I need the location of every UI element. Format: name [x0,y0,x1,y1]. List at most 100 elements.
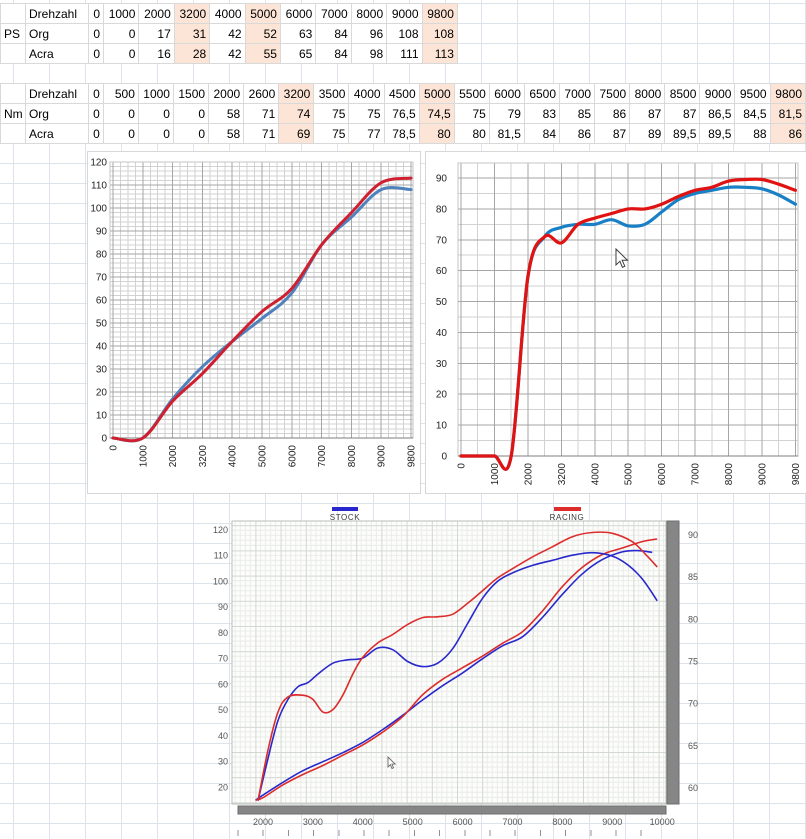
ps-table[interactable]: Drehzahl 0 1000 2000 3200 4000 5000 6000 7000 800… [0,3,458,64]
row-group-cell[interactable] [0,3,26,24]
value-cell[interactable]: 108 [421,23,458,44]
row-group-cell[interactable]: PS [0,23,26,44]
series-label-cell[interactable]: Org [25,23,89,44]
series-label-cell[interactable]: Acra [25,43,89,64]
value-cell[interactable]: 4500 [383,83,420,104]
dyno-chart-image[interactable]: 20 30 40 50 60 70 80 90 100 110 120 60 65 70 75 80 85 90 2… [205,500,710,839]
value-cell[interactable]: 0 [137,103,174,124]
row-group-cell[interactable] [0,83,26,104]
value-cell[interactable]: 0 [102,23,140,44]
series-label-cell[interactable]: Acra [24,123,89,144]
series-line-acra[interactable] [111,176,413,443]
value-cell[interactable]: 89,5 [699,123,736,144]
value-cell[interactable]: 9500 [734,83,771,104]
value-cell[interactable]: 0 [88,23,104,44]
dyno-series-racing-nm[interactable] [257,531,658,801]
series-label-cell[interactable]: Org [24,103,89,124]
value-cell[interactable]: 8000 [629,83,666,104]
value-cell[interactable]: 98 [350,43,388,64]
value-cell[interactable]: 42 [209,43,246,64]
value-cell[interactable]: 2600 [243,83,280,104]
value-cell[interactable]: 0 [87,103,104,124]
value-cell[interactable]: 1000 [102,3,140,24]
value-cell[interactable]: 86 [769,123,806,144]
value-cell[interactable]: 0 [88,43,104,64]
value-cell[interactable]: 2000 [138,3,175,24]
value-cell[interactable]: 89,5 [664,123,701,144]
value-cell[interactable]: 6000 [488,83,525,104]
value-cell[interactable]: 89 [629,123,666,144]
nm-line-chart[interactable]: 0 10 20 30 40 50 60 70 80 90 0 1000 2000 3200 4000 5000… [425,151,806,494]
value-cell[interactable]: 7000 [559,83,596,104]
value-cell[interactable]: 9800 [769,83,806,104]
value-cell[interactable]: 16 [138,43,175,64]
value-cell[interactable]: 2000 [208,83,245,104]
header-label-cell[interactable]: Drehzahl [24,83,89,104]
value-cell[interactable]: 80 [418,123,455,144]
value-cell[interactable]: 111 [386,43,423,64]
header-label-cell[interactable]: Drehzahl [25,3,89,24]
value-cell[interactable]: 78,5 [383,123,420,144]
value-cell[interactable]: 86,5 [699,103,736,124]
dyno-series-stock-ps[interactable] [255,549,653,801]
value-cell[interactable]: 88 [734,123,771,144]
value-cell[interactable]: 75 [453,103,490,124]
value-cell[interactable]: 75 [348,103,385,124]
value-cell[interactable]: 83 [523,103,561,124]
value-cell[interactable]: 28 [173,43,211,64]
value-cell[interactable]: 52 [244,23,281,44]
value-cell[interactable]: 84 [315,43,352,64]
vertical-scrollbar[interactable] [666,520,680,805]
value-cell[interactable]: 96 [350,23,388,44]
value-cell[interactable]: 6500 [523,83,561,104]
value-cell[interactable]: 86 [594,103,631,124]
value-cell[interactable]: 58 [208,123,245,144]
value-cell[interactable]: 4000 [348,83,385,104]
value-cell[interactable]: 81,5 [769,103,806,124]
value-cell[interactable]: 5000 [418,83,455,104]
value-cell[interactable]: 113 [421,43,458,64]
value-cell[interactable]: 9000 [699,83,736,104]
value-cell[interactable]: 58 [208,103,245,124]
value-cell[interactable]: 0 [172,123,210,144]
value-cell[interactable]: 65 [279,43,317,64]
value-cell[interactable]: 500 [102,83,139,104]
value-cell[interactable]: 0 [87,123,104,144]
value-cell[interactable]: 7000 [315,3,352,24]
value-cell[interactable]: 5000 [244,3,281,24]
value-cell[interactable]: 87 [594,123,631,144]
value-cell[interactable]: 76,5 [383,103,420,124]
value-cell[interactable]: 86 [559,123,596,144]
value-cell[interactable]: 1500 [172,83,210,104]
value-cell[interactable]: 71 [243,123,280,144]
value-cell[interactable]: 4000 [209,3,246,24]
nm-table[interactable]: Drehzahl 0 500 1000 1500 2000 2600 3200 3500 4000… [0,83,806,144]
value-cell[interactable]: 74,5 [418,103,455,124]
value-cell[interactable]: 31 [173,23,211,44]
value-cell[interactable]: 0 [87,83,104,104]
value-cell[interactable]: 0 [102,123,139,144]
value-cell[interactable]: 0 [137,123,174,144]
value-cell[interactable]: 6000 [279,3,317,24]
value-cell[interactable]: 75 [313,123,350,144]
value-cell[interactable]: 74 [278,103,315,124]
ps-line-chart[interactable]: 0 10 20 30 40 50 60 70 80 90 100 110 120 0 1000 2000 320… [87,151,421,494]
value-cell[interactable]: 84 [315,23,352,44]
value-cell[interactable]: 87 [664,103,701,124]
value-cell[interactable]: 8000 [350,3,388,24]
value-cell[interactable]: 108 [386,23,423,44]
value-cell[interactable]: 81,5 [488,123,525,144]
value-cell[interactable]: 7500 [594,83,631,104]
dyno-series-stock-nm[interactable] [257,551,658,801]
value-cell[interactable]: 77 [348,123,385,144]
value-cell[interactable]: 9000 [386,3,423,24]
value-cell[interactable]: 3200 [278,83,315,104]
value-cell[interactable]: 84,5 [734,103,771,124]
value-cell[interactable]: 17 [138,23,175,44]
value-cell[interactable]: 0 [102,103,139,124]
value-cell[interactable]: 3500 [313,83,350,104]
dyno-series-racing-ps[interactable] [255,538,658,802]
value-cell[interactable]: 84 [523,123,561,144]
value-cell[interactable]: 9800 [421,3,458,24]
value-cell[interactable]: 1000 [137,83,174,104]
